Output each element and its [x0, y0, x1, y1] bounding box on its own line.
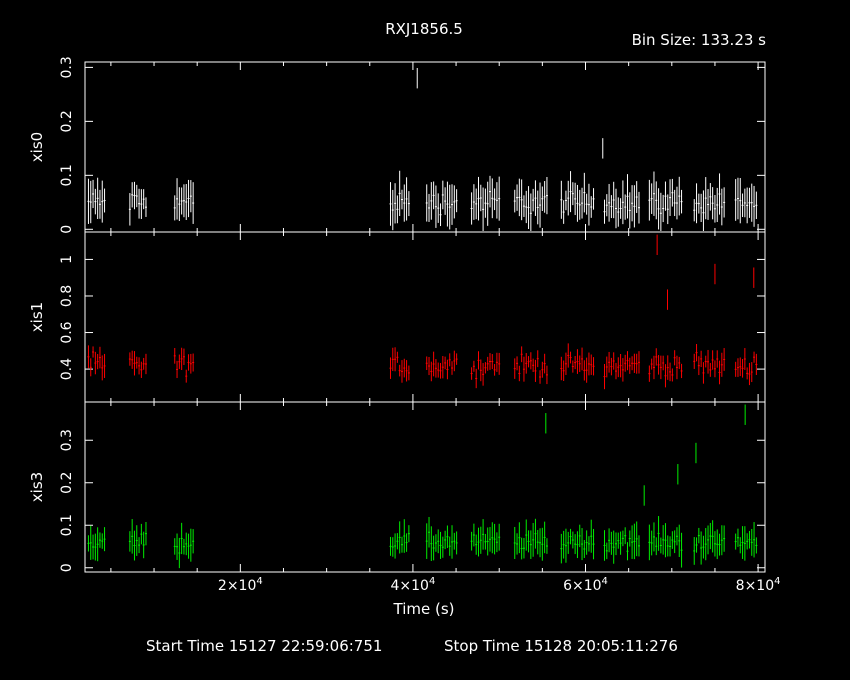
y-tick-label: 0.2 [59, 472, 75, 494]
x-tick-label: 6×104 [563, 576, 608, 594]
y-tick-label: 0.1 [59, 514, 75, 536]
x-axis-label: Time (s) [393, 600, 455, 618]
x-axis-ticks: 2×104 4×104 6×104 8×104 [218, 576, 781, 594]
y-tick-label: 0.3 [59, 429, 75, 451]
stop-time: Stop Time 15128 20:05:11:276 [444, 637, 678, 655]
bin-size-label: Bin Size: 133.23 s [632, 31, 767, 49]
y-axis-label: xis1 [28, 302, 46, 332]
y-tick-label: 1 [59, 255, 75, 264]
y-tick-label: 0.6 [59, 321, 75, 343]
start-time: Start Time 15127 22:59:06:751 [146, 637, 382, 655]
panel-xis1: 0.4 0.6 0.8 1 xis1 [28, 231, 766, 403]
x-tick-label: 4×104 [391, 576, 436, 594]
y-tick-label: 0.2 [59, 110, 75, 132]
y-tick-label: 0 [59, 563, 75, 572]
y-axis-label: xis0 [28, 132, 46, 162]
panel-xis0: 0 0.1 0.2 0.3 xis0 [28, 56, 766, 234]
panel-frame [84, 401, 766, 573]
x-tick-label: 8×104 [736, 576, 781, 594]
y-tick-label: 0.8 [59, 285, 75, 307]
panels: 0 0.1 0.2 0.3 xis0 0.4 0.6 0.8 1 xis1 0 0.1 0.2 0.3 xi… [28, 56, 766, 573]
y-tick-label: 0.3 [59, 56, 75, 78]
panel-xis3: 0 0.1 0.2 0.3 xis3 [28, 401, 766, 573]
y-tick-label: 0 [59, 225, 75, 234]
y-tick-label: 0.4 [59, 358, 75, 380]
chart-title: RXJ1856.5 [385, 20, 463, 38]
y-tick-label: 0.1 [59, 164, 75, 186]
x-tick-label: 2×104 [218, 576, 263, 594]
y-axis-label: xis3 [28, 472, 46, 502]
